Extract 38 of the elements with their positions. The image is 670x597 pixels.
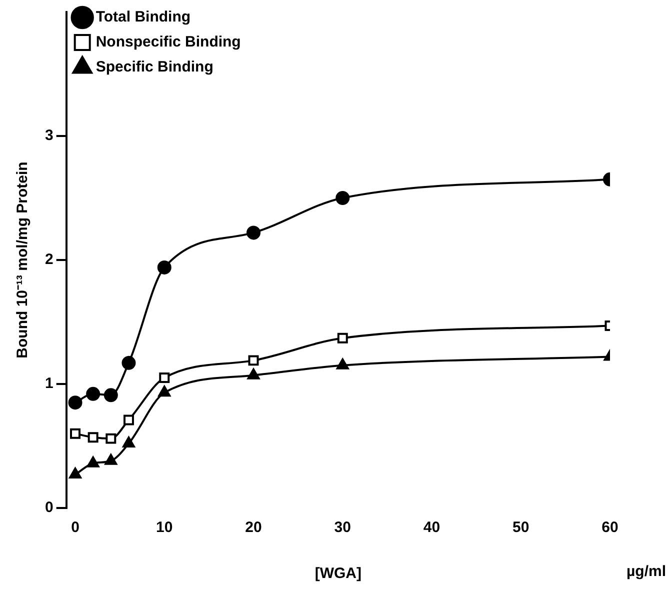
- y-axis-title: Bound 10⁻¹³ mol/mg Protein: [14, 162, 32, 358]
- point: [246, 226, 261, 240]
- point: [104, 388, 118, 402]
- legend-label: Nonspecific Binding: [96, 34, 241, 51]
- x-axis-title: [WGA]: [314, 565, 362, 582]
- point: [247, 368, 260, 380]
- point: [123, 414, 134, 426]
- x-tick-label: 50: [512, 519, 530, 536]
- y-tick-label: 3: [45, 127, 54, 144]
- point: [86, 386, 100, 401]
- x-tick-label: 0: [71, 519, 80, 536]
- x-tick-label: 30: [334, 519, 351, 536]
- point: [86, 456, 100, 468]
- point: [104, 454, 118, 465]
- point: [157, 260, 172, 274]
- point: [159, 372, 170, 384]
- point: [336, 191, 350, 205]
- point: [88, 432, 98, 443]
- legend-label: Specific Binding: [96, 58, 214, 76]
- point: [68, 396, 82, 410]
- point: [336, 358, 349, 370]
- x-tick-label: 60: [602, 519, 618, 536]
- point: [158, 386, 171, 397]
- point: [69, 468, 82, 479]
- y-tick-label: 1: [45, 375, 54, 392]
- text: µg/ml: [626, 563, 666, 580]
- x-tick-label: 10: [156, 519, 173, 536]
- point: [122, 436, 135, 448]
- y-tick-label: 2: [45, 251, 54, 268]
- point: [70, 428, 80, 439]
- x-tick-label: 40: [423, 519, 440, 536]
- point: [122, 356, 136, 370]
- point: [337, 332, 348, 344]
- x-tick-label: 20: [245, 519, 262, 536]
- y-tick-label: 0: [45, 499, 54, 516]
- point: [248, 355, 259, 366]
- legend-label: Total Binding: [96, 8, 191, 26]
- point: [106, 433, 116, 444]
